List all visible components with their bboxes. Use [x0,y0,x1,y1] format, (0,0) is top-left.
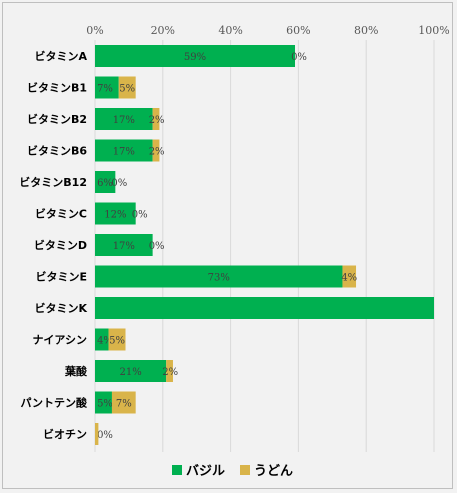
data-label: 0% [132,210,148,221]
data-label: 0% [149,241,165,252]
bar-segment [95,360,167,382]
data-label: 4% [97,336,113,347]
bar-segment [95,202,136,225]
category-label: ビオチン [43,427,87,441]
bar-segment [95,391,112,414]
x-tick-label: 80% [354,24,378,37]
data-label: 7% [116,399,132,410]
category-label: ビタミンB1 [27,81,87,95]
category-label: ビタミンB2 [27,112,87,126]
bar-segment [95,171,116,193]
data-label: 0% [111,178,127,189]
data-label: 5% [97,399,113,410]
bar-segment [111,391,136,414]
bar-segment [108,328,126,351]
data-label: 73% [208,273,230,284]
data-label: 59% [184,52,206,63]
bar-segment [95,297,434,319]
legend-swatch [172,465,182,475]
bar-segment [95,423,99,445]
category-label: ビタミンD [34,238,87,252]
data-label: 17% [113,115,135,126]
data-label: 0% [291,52,307,63]
category-label: ナイアシン [32,334,87,347]
category-label: 葉酸 [64,364,88,378]
category-label: ビタミンC [35,207,87,221]
bar-segment [166,360,173,382]
data-label: 4% [341,273,357,284]
data-label: 17% [113,147,135,158]
bar-segment [95,234,153,256]
x-tick-label: 60% [286,24,310,37]
bar-segment [95,76,119,99]
bar-segment [95,139,153,162]
legend-label: うどん [254,464,293,479]
bar-segment [95,328,109,351]
bar-segment [95,45,296,67]
data-label: 2% [149,115,165,126]
bar-segment [95,265,343,288]
chart-frame [2,2,453,489]
category-label: ビタミンE [35,270,87,284]
data-label: 21% [119,367,141,378]
bar-segment [152,139,160,162]
category-label: ビタミンB12 [19,175,87,189]
category-label: パントテン酸 [20,396,88,410]
data-label: 6% [97,178,113,189]
data-label: 7% [97,84,113,95]
data-label: 5% [109,336,125,347]
data-label: 17% [113,241,135,252]
legend-swatch [240,465,250,475]
bar-segment [342,265,357,288]
bar-segment [118,76,136,99]
data-label: 2% [162,367,178,378]
category-label: ビタミンK [34,301,87,315]
data-label: 5% [119,84,135,95]
legend-label: バジル [186,464,225,479]
category-label: ビタミンA [34,49,87,63]
x-tick-label: 40% [218,24,242,37]
data-label: 12% [104,210,126,221]
data-label: 2% [149,147,165,158]
x-tick-label: 20% [151,24,175,37]
bar-segment [152,108,160,130]
data-label: 0% [97,430,113,441]
x-tick-label: 100% [418,24,449,37]
category-label: ビタミンB6 [27,144,87,158]
x-tick-label: 0% [86,24,103,37]
bar-segment [95,108,153,130]
